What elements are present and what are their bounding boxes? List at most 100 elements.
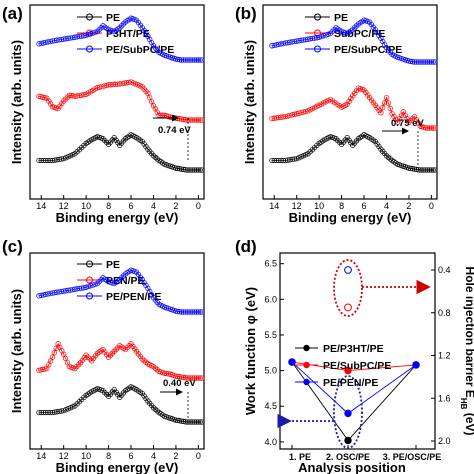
- series-pe-pen-pe: [288, 358, 420, 418]
- x-tick-label: 0: [196, 451, 201, 461]
- data-point: [61, 98, 67, 104]
- data-point: [197, 419, 203, 425]
- data-point: [389, 111, 395, 117]
- data-point: [195, 117, 202, 123]
- data-point: [191, 167, 198, 173]
- legend-label: PE: [106, 259, 120, 271]
- legend-label: PE/SubPC/PE: [323, 360, 391, 372]
- data-point: [423, 167, 429, 173]
- data-point: [175, 308, 181, 315]
- data-point: [184, 167, 190, 173]
- data-point: [188, 309, 194, 315]
- panel-b-x-ticks: 14 12 10 8 6 4 2 0: [269, 195, 434, 211]
- data-point: [102, 137, 108, 144]
- series-pe-subpc-pe: [36, 15, 205, 63]
- data-point: [199, 57, 205, 63]
- panel-c-xlabel: Binding energy (eV): [56, 460, 179, 474]
- panel-d-blue-dotted-ellipse: [333, 375, 363, 449]
- data-point: [191, 309, 198, 315]
- data-point: [96, 26, 102, 33]
- series-pe-subpc-pe: [269, 17, 438, 65]
- data-point: [98, 25, 104, 31]
- panel-b: (b) PE SubPC/PE PE/SubPC/PE 14 12 10 8 6 4 2 0 …: [235, 4, 438, 225]
- data-point: [178, 116, 185, 122]
- data-point: [199, 419, 205, 425]
- data-point: [424, 59, 431, 65]
- data-point: [426, 59, 433, 65]
- data-point: [119, 275, 125, 281]
- data-point: [333, 136, 339, 142]
- data-point: [184, 117, 190, 123]
- data-point: [184, 419, 190, 425]
- data-point: [193, 167, 200, 173]
- data-point: [148, 98, 155, 105]
- data-point: [145, 33, 151, 39]
- data-point: [132, 81, 139, 87]
- x-tick-label: 6: [129, 201, 134, 211]
- data-point: [383, 94, 390, 101]
- data-point: [85, 31, 92, 38]
- data-point: [410, 115, 416, 122]
- data-point: [83, 32, 89, 38]
- data-point: [90, 282, 96, 288]
- data-point: [423, 59, 429, 65]
- panel-c-label: (c): [2, 237, 23, 256]
- data-point: [323, 32, 329, 38]
- data-point: [199, 375, 205, 381]
- data-point: [92, 281, 98, 287]
- panel-a-series: [36, 15, 205, 173]
- legend-label: PE/PEN/PE: [323, 377, 378, 389]
- x-tick-label: 0: [429, 201, 434, 211]
- panel-c-series: [36, 267, 205, 425]
- data-point: [188, 167, 194, 173]
- data-point: [193, 375, 200, 381]
- ylabel-right-main: Hole injection barrier E: [463, 267, 474, 398]
- data-point: [195, 57, 202, 63]
- data-point: [411, 59, 418, 65]
- data-point: [94, 280, 101, 287]
- data-point: [182, 309, 188, 315]
- data-point: [190, 419, 196, 425]
- data-point: [186, 117, 192, 123]
- data-point: [184, 309, 190, 315]
- data-point: [421, 167, 427, 173]
- data-point: [432, 125, 438, 131]
- data-point: [337, 139, 343, 146]
- panel-a-x-ticks: 14 12 10 8 6 4 2 0: [36, 195, 201, 211]
- data-point: [122, 346, 129, 353]
- x-tick-label: 0: [196, 201, 201, 211]
- data-point: [350, 27, 356, 33]
- y-tick-label: 5.0: [264, 366, 277, 376]
- y2-tick-label: 1.2: [438, 351, 451, 361]
- ylabel-right-suffix: (eV): [463, 409, 474, 435]
- data-point: [126, 343, 132, 349]
- data-point: [325, 31, 331, 37]
- panel-d-hole-injection-points: [344, 266, 352, 312]
- data-point: [182, 57, 188, 63]
- hole-injection-point: [344, 266, 352, 274]
- data-point: [419, 167, 425, 173]
- x-tick-label: 6: [362, 201, 367, 211]
- data-point: [107, 352, 114, 358]
- data-point: [190, 57, 196, 63]
- data-point: [353, 23, 360, 29]
- data-point: [385, 100, 392, 106]
- data-point: [38, 367, 44, 373]
- series-line: [39, 134, 202, 171]
- panel-c: (c) PE PEN/PE PE/PEN/PE 14 12 10 8 6 4 2 0 0.40…: [2, 237, 205, 474]
- hole-injection-point: [344, 303, 352, 312]
- panel-d: (d) 4.0 4.5 5.0 5.5 6.0 6.5 0.4 0.8 1.2 1.6 2.0 1…: [235, 237, 474, 474]
- panel-d-label: (d): [235, 237, 257, 256]
- y-tick-label: 4.5: [264, 401, 277, 411]
- data-point: [195, 167, 202, 173]
- panel-b-frame: [262, 4, 438, 200]
- x-tick-label: 14: [36, 451, 46, 461]
- data-point: [152, 365, 159, 371]
- data-point: [66, 92, 72, 98]
- data-point: [415, 59, 421, 65]
- legend-label: PE: [106, 12, 120, 24]
- data-point: [408, 165, 414, 172]
- data-point: [87, 283, 94, 289]
- data-point: [44, 95, 50, 101]
